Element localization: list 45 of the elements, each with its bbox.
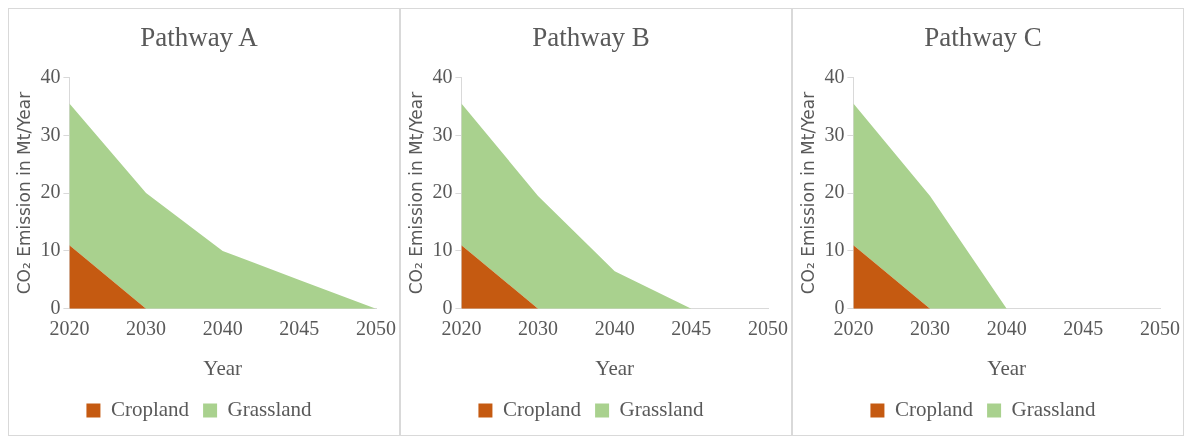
x-tick-label: 2045 [279,317,320,340]
y-tick-label: 40 [40,64,61,87]
x-tick-label: 2050 [356,317,396,340]
y-tick-label: 10 [432,238,453,261]
legend-label: Cropland [502,397,582,422]
legend-label: Cropland [110,397,190,422]
x-axis-title: Year [203,355,243,380]
y-tick-label: 20 [824,180,845,203]
y-tick-label: 30 [824,122,845,145]
y-axis-title: CO₂ Emission in Mt/Year [13,91,34,295]
y-tick-label: 0 [442,296,453,319]
x-tick-label: 2020 [49,317,90,340]
chart-title: Pathway B [532,22,650,53]
x-tick-label: 2040 [986,317,1027,340]
y-axis-title: CO₂ Emission in Mt/Year [797,91,818,295]
x-tick-label: 2040 [202,317,243,340]
y-tick-label: 0 [50,296,61,319]
legend-label: Grassland [1011,397,1097,422]
y-tick-label: 40 [824,64,845,87]
y-tick-label: 0 [834,296,845,319]
y-tick-label: 10 [40,238,61,261]
y-tick-label: 10 [824,238,845,261]
legend-label: Grassland [619,397,705,422]
x-tick-label: 2050 [1140,317,1180,340]
x-axis-title: Year [987,355,1027,380]
y-tick-label: 20 [432,180,453,203]
x-tick-label: 2040 [594,317,635,340]
x-tick-label: 2020 [833,317,874,340]
legend-label: Cropland [894,397,974,422]
x-tick-label: 2020 [441,317,482,340]
y-tick-label: 30 [40,122,61,145]
x-tick-label: 2030 [518,317,559,340]
x-tick-label: 2045 [671,317,712,340]
y-tick-label: 40 [432,64,453,87]
y-tick-label: 20 [40,180,61,203]
legend-label: Grassland [227,397,313,422]
x-tick-label: 2045 [1063,317,1104,340]
x-axis-title: Year [595,355,635,380]
chart-title: Pathway C [924,22,1042,53]
x-tick-label: 2030 [910,317,951,340]
x-tick-label: 2030 [126,317,167,340]
x-tick-label: 2050 [748,317,788,340]
chart-title: Pathway A [140,22,259,53]
y-axis-title: CO₂ Emission in Mt/Year [405,91,426,295]
y-tick-label: 30 [432,122,453,145]
